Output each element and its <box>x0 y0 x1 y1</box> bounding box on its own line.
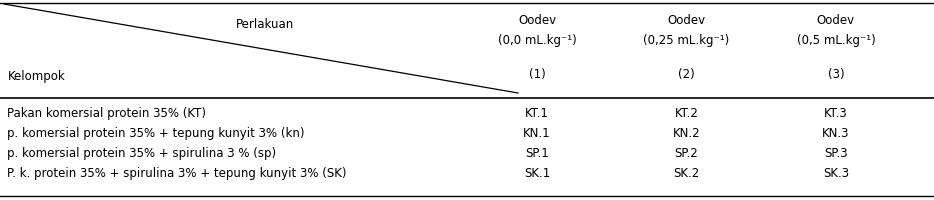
Text: SK.3: SK.3 <box>823 167 849 180</box>
Text: KN.1: KN.1 <box>523 127 551 140</box>
Text: KN.2: KN.2 <box>672 127 700 140</box>
Text: SK.2: SK.2 <box>673 167 700 180</box>
Text: (0,25 mL.kg⁻¹): (0,25 mL.kg⁻¹) <box>644 34 729 47</box>
Text: KT.2: KT.2 <box>674 107 699 120</box>
Text: KT.3: KT.3 <box>824 107 848 120</box>
Text: (2): (2) <box>678 68 695 81</box>
Text: Pakan komersial protein 35% (KT): Pakan komersial protein 35% (KT) <box>7 107 206 120</box>
Text: SP.2: SP.2 <box>674 147 699 160</box>
Text: (0,0 mL.kg⁻¹): (0,0 mL.kg⁻¹) <box>498 34 576 47</box>
Text: Perlakuan: Perlakuan <box>236 18 294 31</box>
Text: SK.1: SK.1 <box>524 167 550 180</box>
Text: Oodev: Oodev <box>668 14 705 27</box>
Text: P. k. protein 35% + spirulina 3% + tepung kunyit 3% (SK): P. k. protein 35% + spirulina 3% + tepun… <box>7 167 347 180</box>
Text: (3): (3) <box>828 68 844 81</box>
Text: p. komersial protein 35% + tepung kunyit 3% (kn): p. komersial protein 35% + tepung kunyit… <box>7 127 305 140</box>
Text: (1): (1) <box>529 68 545 81</box>
Text: Oodev: Oodev <box>518 14 556 27</box>
Text: SP.3: SP.3 <box>824 147 848 160</box>
Text: Oodev: Oodev <box>817 14 855 27</box>
Text: KT.1: KT.1 <box>525 107 549 120</box>
Text: KN.3: KN.3 <box>822 127 850 140</box>
Text: SP.1: SP.1 <box>525 147 549 160</box>
Text: Kelompok: Kelompok <box>7 70 65 83</box>
Text: (0,5 mL.kg⁻¹): (0,5 mL.kg⁻¹) <box>797 34 875 47</box>
Text: p. komersial protein 35% + spirulina 3 % (sp): p. komersial protein 35% + spirulina 3 %… <box>7 147 276 160</box>
